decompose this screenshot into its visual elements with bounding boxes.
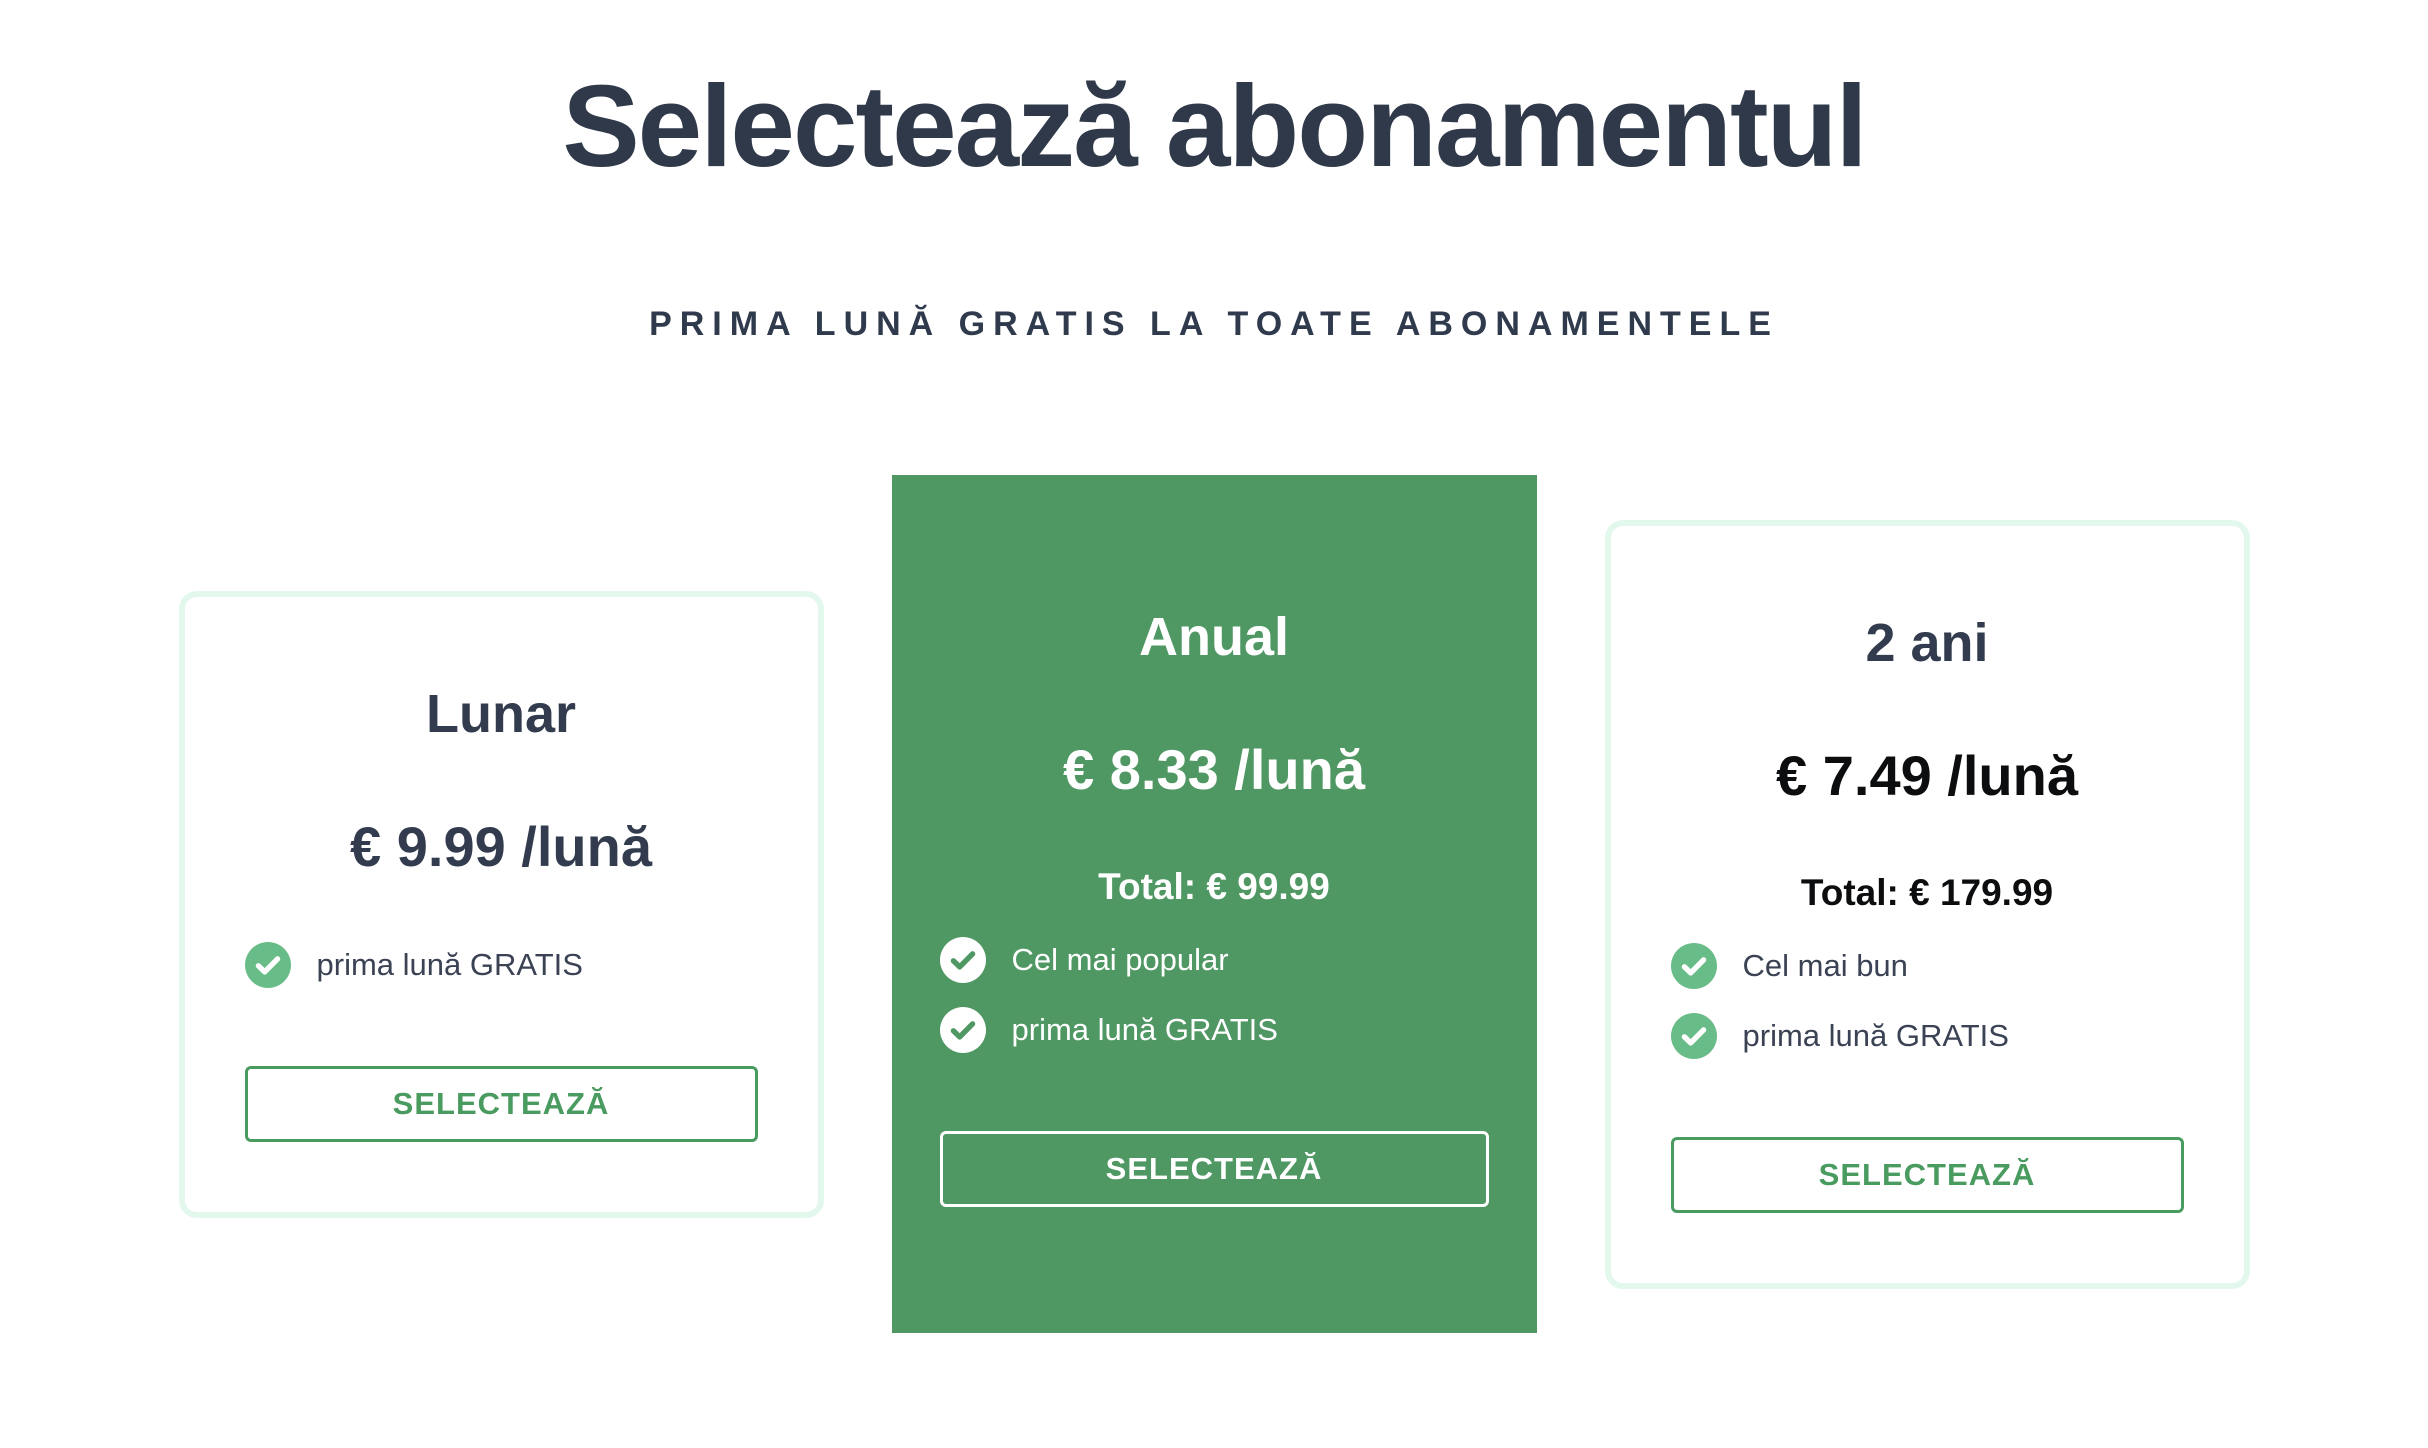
plan-title: Anual [1138, 607, 1289, 668]
page-title: Selectează abonamentul [562, 61, 1867, 191]
plan-features: Cel mai bun prima lună GRATIS [1670, 942, 2009, 1059]
check-icon [1670, 942, 1717, 989]
select-button-2ani[interactable]: SELECTEAZĂ [1670, 1136, 2184, 1213]
plan-price: € 9.99 /lună [350, 814, 652, 878]
check-icon [244, 941, 291, 988]
feature-row: prima lună GRATIS [244, 941, 583, 988]
plan-price: € 7.49 /lună [1776, 743, 2078, 807]
plan-features: prima lună GRATIS [244, 941, 583, 988]
plan-card-anual: Anual € 8.33 /lună Total: € 99.99 Cel ma… [891, 475, 1537, 1334]
feature-row: Cel mai popular [939, 937, 1278, 984]
page-subtitle: PRIMA LUNĂ GRATIS LA TOATE ABONAMENTELE [649, 305, 1779, 344]
plan-price: € 8.33 /lună [1063, 738, 1365, 802]
feature-label: prima lună GRATIS [1011, 1012, 1278, 1048]
feature-label: prima lună GRATIS [1742, 1017, 2009, 1053]
plan-title: 2 ani [1865, 612, 1989, 673]
plan-features: Cel mai popular prima lună GRATIS [939, 937, 1278, 1054]
plan-card-2ani: 2 ani € 7.49 /lună Total: € 179.99 Cel m… [1604, 519, 2250, 1289]
select-button-lunar[interactable]: SELECTEAZĂ [244, 1065, 758, 1142]
plan-total: Total: € 179.99 [1800, 871, 2054, 913]
plan-total: Total: € 99.99 [1098, 866, 1330, 908]
check-icon [939, 1007, 986, 1054]
feature-row: Cel mai bun [1670, 942, 2009, 989]
feature-label: Cel mai popular [1011, 942, 1229, 978]
select-button-anual[interactable]: SELECTEAZĂ [939, 1131, 1489, 1208]
feature-label: prima lună GRATIS [316, 946, 583, 982]
plan-title: Lunar [425, 683, 576, 744]
feature-row: prima lună GRATIS [939, 1007, 1278, 1054]
plan-card-lunar: Lunar € 9.99 /lună prima lună GRATIS SEL… [178, 590, 824, 1218]
feature-row: prima lună GRATIS [1670, 1012, 2009, 1059]
check-icon [939, 937, 986, 984]
check-icon [1670, 1012, 1717, 1059]
feature-label: Cel mai bun [1742, 947, 1908, 983]
plans-row: Lunar € 9.99 /lună prima lună GRATIS SEL… [178, 475, 2250, 1334]
